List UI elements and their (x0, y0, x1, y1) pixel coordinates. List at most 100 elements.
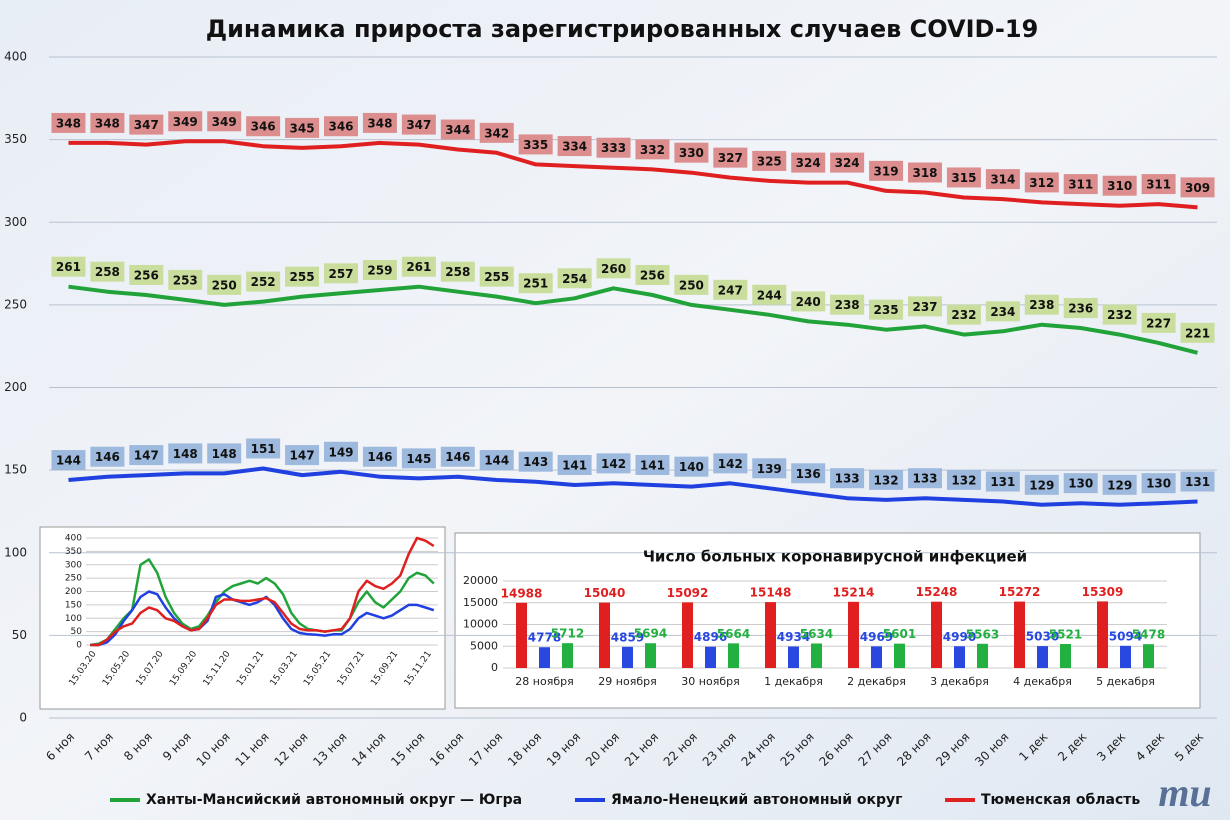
y-tick-label: 20000 (463, 574, 498, 587)
value-label: 238 (1029, 298, 1054, 312)
value-label-box (51, 112, 86, 133)
chart-title: Динамика прироста зарегистрированных слу… (206, 15, 1039, 43)
value-label: 240 (796, 295, 821, 309)
value-label: 147 (290, 449, 315, 463)
inset-title: Число больных коронавирусной инфекцией (643, 548, 1027, 566)
value-label: 256 (134, 268, 159, 282)
value-label: 4934 (777, 630, 810, 644)
value-label-box (324, 116, 358, 137)
bar (1097, 601, 1108, 668)
value-label-box (479, 450, 514, 471)
bar (645, 643, 656, 668)
value-label: 235 (874, 303, 899, 317)
value-label: 144 (484, 454, 509, 468)
y-tick-label: 50 (71, 627, 83, 637)
legend-label: Тюменская область (981, 792, 1140, 808)
value-label-box (362, 260, 397, 281)
value-label: 325 (757, 154, 782, 168)
value-label: 253 (173, 273, 198, 287)
x-tick-label: 1 декабря (764, 675, 823, 688)
y-tick-label: 150 (4, 463, 27, 477)
bar (954, 646, 965, 668)
value-label: 5694 (634, 627, 667, 641)
value-label-box (129, 445, 164, 466)
value-label: 15309 (1082, 585, 1124, 599)
y-tick-label: 400 (4, 50, 27, 64)
value-label-box (713, 279, 748, 300)
value-label: 334 (562, 140, 587, 154)
bar (562, 643, 573, 668)
value-label: 309 (1185, 181, 1210, 195)
value-label-box (1141, 174, 1176, 195)
value-label-box (985, 301, 1020, 322)
value-label-box (1102, 175, 1137, 196)
x-tick-label: 5 декабря (1096, 675, 1155, 688)
value-label-box (791, 152, 826, 173)
value-label: 142 (718, 457, 743, 471)
value-label-box (1180, 177, 1215, 198)
value-label-box (869, 299, 904, 320)
value-label: 147 (134, 449, 159, 463)
value-label: 349 (173, 115, 198, 129)
bar (516, 602, 527, 668)
value-label: 148 (173, 447, 198, 461)
value-label-box (518, 273, 553, 294)
bar (539, 647, 550, 668)
value-label-box (908, 296, 942, 317)
series-line (90, 558, 435, 647)
value-label: 130 (1068, 477, 1093, 491)
value-label: 344 (445, 123, 470, 137)
value-label-box (51, 450, 86, 471)
value-label-box (207, 443, 242, 464)
bar (728, 643, 739, 668)
value-label-box (90, 112, 125, 133)
value-label: 258 (445, 265, 470, 279)
value-label-box (985, 471, 1020, 492)
value-label-box (1180, 322, 1215, 343)
value-label: 15214 (833, 585, 875, 599)
value-label: 4859 (611, 630, 644, 644)
value-label: 141 (640, 458, 665, 472)
value-label: 5563 (966, 627, 999, 641)
value-label: 145 (406, 452, 431, 466)
value-label: 129 (1107, 478, 1132, 492)
value-label-box (713, 147, 748, 168)
value-label-box (285, 445, 320, 466)
y-tick-label: 400 (65, 534, 82, 544)
bar (1120, 645, 1131, 668)
value-label: 146 (445, 450, 470, 464)
value-label: 348 (367, 116, 392, 130)
value-label-box (440, 446, 475, 467)
series-line (68, 466, 1198, 507)
value-label-box (596, 137, 631, 158)
value-label-box (401, 448, 436, 469)
value-label-box (129, 264, 164, 285)
value-label-box (168, 111, 203, 132)
value-label-box (362, 446, 397, 467)
value-label-box (479, 266, 514, 287)
value-label: 132 (951, 473, 976, 487)
value-label: 254 (562, 272, 587, 286)
value-label: 15148 (750, 586, 792, 600)
value-label: 221 (1185, 326, 1210, 340)
series-line (68, 139, 1198, 210)
value-label: 335 (523, 138, 548, 152)
value-label: 257 (328, 267, 353, 281)
y-tick-label: 50 (12, 628, 27, 642)
value-label: 258 (95, 265, 120, 279)
value-label: 261 (56, 260, 81, 274)
value-label-box (90, 446, 125, 467)
value-label: 236 (1068, 302, 1093, 316)
value-label-box (791, 291, 826, 312)
value-label-box (752, 150, 787, 171)
value-label-box (440, 119, 475, 140)
value-label-box (674, 142, 709, 163)
value-label-box (1141, 473, 1176, 494)
bar (1143, 644, 1154, 668)
value-label-box (168, 269, 203, 290)
value-label: 237 (912, 300, 937, 314)
value-label: 319 (874, 164, 899, 178)
value-label: 311 (1146, 178, 1171, 192)
value-label: 251 (523, 277, 548, 291)
value-label: 139 (757, 462, 782, 476)
